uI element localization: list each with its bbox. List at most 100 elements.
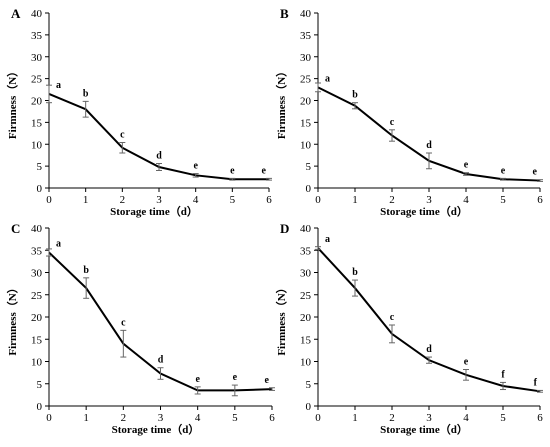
x-tick-label: 2 (389, 412, 395, 424)
error-bar (537, 389, 543, 393)
error-bar (120, 329, 127, 358)
significance-letter: e (533, 167, 538, 178)
y-axis-title: Firmness（N） (6, 282, 19, 355)
significance-letter: b (83, 88, 89, 99)
error-bar (82, 100, 89, 118)
x-axis-title: Storage time（d） (380, 423, 468, 436)
y-tick-label: 5 (37, 379, 43, 391)
x-tick-label: 5 (230, 194, 236, 206)
significance-letter: e (464, 160, 469, 171)
significance-letter: c (121, 317, 126, 328)
x-tick-label: 6 (537, 412, 543, 424)
y-tick-label: 40 (300, 8, 312, 20)
error-bar (426, 152, 432, 170)
significance-letter: d (426, 140, 432, 151)
y-tick-label: 20 (31, 96, 43, 108)
y-tick-label: 40 (31, 8, 43, 20)
x-tick-label: 0 (315, 194, 321, 206)
y-tick-label: 0 (37, 183, 43, 195)
x-tick-label: 1 (83, 194, 89, 206)
panel-a: 0 5 10 15 20 25 30 35 40 0 1 2 3 4 5 6 Storage time（d） Fi… (6, 6, 272, 218)
error-bar (352, 279, 358, 297)
x-tick-label: 6 (269, 412, 275, 424)
significance-letter: f (501, 369, 505, 380)
y-tick-label: 15 (31, 334, 43, 346)
significance-letter: c (390, 117, 395, 128)
x-axis-title: Storage time（d） (110, 205, 198, 218)
y-tick-label: 30 (31, 268, 43, 280)
error-bar (83, 277, 90, 299)
error-bar (119, 142, 126, 154)
error-bar (389, 129, 395, 142)
error-bar (463, 369, 469, 381)
x-tick-label: 2 (121, 412, 127, 424)
y-tick-label: 5 (37, 161, 43, 173)
error-bar (156, 163, 162, 171)
significance-letter: b (352, 90, 358, 101)
significance-letter: e (464, 357, 469, 368)
x-tick-label: 5 (232, 412, 238, 424)
error-bar (426, 356, 432, 364)
y-tick-label: 25 (300, 290, 312, 302)
x-tick-label: 2 (389, 194, 395, 206)
significance-letter: e (233, 372, 238, 383)
significance-letter: e (193, 161, 198, 172)
y-tick-label: 35 (31, 245, 43, 257)
x-axis-title: Storage time（d） (380, 205, 468, 218)
x-tick-label: 5 (500, 412, 506, 424)
x-tick-label: 0 (46, 412, 52, 424)
panel-b: 0 5 10 15 20 25 30 35 40 0 1 2 3 4 5 6 Storage time（d） Fi… (275, 6, 543, 218)
significance-letter: f (534, 377, 538, 388)
y-axis-title: Firmness（N） (6, 66, 19, 139)
panel-c: 0 5 10 15 20 25 30 35 40 0 1 2 3 4 5 6 Storage time（d） Fi… (6, 221, 275, 436)
y-tick-label: 35 (31, 30, 43, 42)
significance-letter: a (325, 234, 330, 245)
y-tick-label: 30 (31, 52, 43, 64)
significance-letter: e (265, 375, 270, 386)
y-tick-label: 30 (300, 52, 312, 64)
x-tick-label: 4 (463, 194, 469, 206)
panel-d: 0 5 10 15 20 25 30 35 40 0 1 2 3 4 5 6 Storage time（d） Fi… (275, 221, 543, 436)
x-tick-label: 1 (352, 194, 358, 206)
y-tick-label: 15 (300, 117, 312, 129)
error-bar (231, 384, 238, 397)
significance-letter: e (262, 165, 267, 176)
y-tick-label: 15 (300, 334, 312, 346)
error-bar (537, 179, 543, 182)
y-tick-label: 25 (31, 74, 43, 86)
significance-letter: b (83, 265, 89, 276)
error-bar (463, 172, 469, 176)
y-tick-label: 35 (300, 30, 312, 42)
panel-label: D (280, 221, 289, 236)
x-tick-label: 3 (156, 194, 162, 206)
y-tick-label: 10 (31, 139, 43, 151)
x-tick-label: 3 (426, 412, 432, 424)
x-tick-label: 3 (158, 412, 164, 424)
panel-label: B (280, 6, 289, 21)
error-bar (315, 246, 321, 250)
significance-letter: d (156, 151, 162, 162)
error-bar (500, 177, 506, 181)
y-tick-label: 20 (31, 312, 43, 324)
y-tick-label: 0 (306, 401, 312, 413)
x-tick-label: 2 (120, 194, 126, 206)
x-tick-label: 4 (195, 412, 201, 424)
significance-letter: c (120, 130, 125, 141)
y-tick-label: 5 (306, 161, 312, 173)
y-tick-label: 30 (300, 268, 312, 280)
panel-label: A (11, 6, 21, 21)
y-tick-label: 40 (300, 223, 312, 235)
x-tick-label: 4 (193, 194, 199, 206)
y-axis-title: Firmness（N） (275, 66, 288, 139)
y-tick-label: 10 (300, 357, 312, 369)
significance-letter: e (501, 165, 506, 176)
y-tick-label: 10 (300, 139, 312, 151)
y-tick-label: 5 (306, 379, 312, 391)
x-tick-label: 6 (266, 194, 272, 206)
y-tick-label: 40 (31, 223, 43, 235)
significance-letter: a (56, 80, 61, 91)
significance-letter: a (56, 238, 61, 249)
x-tick-label: 5 (500, 194, 506, 206)
error-bar (389, 324, 395, 344)
